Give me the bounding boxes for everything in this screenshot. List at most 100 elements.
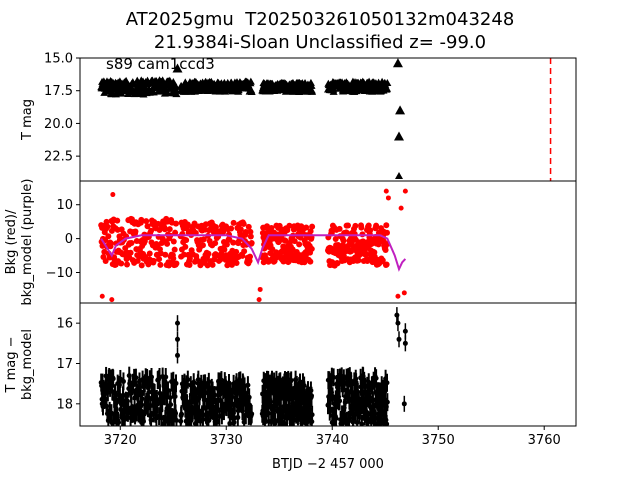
data-point <box>110 376 116 382</box>
data-point <box>233 260 240 267</box>
data-point <box>286 222 293 229</box>
y-tick-label: 22.5 <box>44 150 73 165</box>
data-point <box>128 240 135 247</box>
data-point <box>175 352 181 358</box>
data-point <box>246 77 255 85</box>
data-point <box>373 375 379 381</box>
data-point <box>173 380 179 386</box>
data-point <box>301 259 308 266</box>
data-point <box>212 392 218 398</box>
data-point <box>336 225 343 232</box>
top-panel: 15.0 17.5 20.0 22.5 T mag s89 cam1ccd3 <box>20 52 577 182</box>
y-tick-label: 17.5 <box>44 84 73 99</box>
data-point <box>200 417 206 423</box>
data-point <box>138 216 145 223</box>
data-point <box>382 247 389 254</box>
data-point <box>204 262 211 269</box>
data-point <box>179 411 185 417</box>
data-point <box>114 217 121 224</box>
data-point <box>383 229 390 236</box>
x-tick-label: 3750 <box>422 433 455 448</box>
data-point <box>223 241 230 248</box>
data-point <box>309 412 315 418</box>
data-layer <box>98 188 408 303</box>
data-point <box>209 261 216 268</box>
data-point <box>401 401 407 407</box>
data-point <box>172 394 178 400</box>
middle-panel: 10 0 −10 Bkg (red)/bkg_model (purple) <box>4 179 577 306</box>
data-point <box>183 237 190 244</box>
panel-frame <box>79 57 577 182</box>
y-axis-label-line-2: bkg_model <box>20 329 35 400</box>
y-tick-label: 16 <box>56 317 73 332</box>
data-point <box>110 192 116 198</box>
data-point <box>249 411 255 417</box>
data-point <box>102 258 109 265</box>
data-point <box>401 290 407 296</box>
data-point <box>345 222 352 229</box>
data-point <box>307 258 314 265</box>
data-point <box>308 87 317 95</box>
data-point <box>109 297 115 303</box>
data-point <box>247 233 254 240</box>
data-point <box>116 420 122 426</box>
data-point <box>138 262 145 269</box>
data-point <box>333 415 339 421</box>
data-point <box>307 81 316 89</box>
data-point <box>359 421 365 426</box>
data-point <box>150 257 157 264</box>
data-point <box>245 382 251 388</box>
data-point <box>248 240 255 247</box>
data-point <box>282 420 288 426</box>
data-point <box>161 226 168 233</box>
y-axis-label-line-1: T mag − <box>4 337 19 394</box>
data-point <box>199 242 206 249</box>
data-point <box>230 219 237 226</box>
x-axis: 3720 3730 3740 3750 3760 <box>104 426 561 448</box>
data-point <box>348 240 355 247</box>
data-point <box>175 336 181 342</box>
bkg-model-line <box>100 234 407 272</box>
data-point <box>133 375 139 381</box>
data-point <box>154 401 160 407</box>
panel-frame <box>79 302 577 427</box>
data-point <box>382 84 391 92</box>
data-point <box>384 421 390 426</box>
data-point <box>173 417 179 423</box>
data-point <box>395 105 406 115</box>
data-point <box>365 222 372 229</box>
data-point <box>228 225 235 232</box>
data-point <box>256 297 262 303</box>
data-point <box>247 253 254 260</box>
y-tick-label: 0 <box>65 232 73 247</box>
data-point <box>337 398 343 404</box>
data-layer <box>98 307 408 426</box>
data-point <box>379 257 386 264</box>
data-point <box>385 195 391 201</box>
data-point <box>331 374 337 380</box>
data-point <box>402 188 408 194</box>
data-point <box>103 218 110 225</box>
y-axis-label: T mag <box>20 99 35 141</box>
data-point <box>195 377 201 383</box>
data-point <box>288 377 294 383</box>
data-point <box>358 224 365 231</box>
x-tick-label: 3760 <box>528 433 561 448</box>
data-point <box>334 260 341 267</box>
data-point <box>170 255 177 262</box>
x-tick-label: 3720 <box>104 433 137 448</box>
data-point <box>383 188 389 194</box>
y-tick-label: −10 <box>46 266 73 281</box>
data-point <box>329 87 338 95</box>
data-point <box>134 257 141 264</box>
data-point <box>170 238 177 245</box>
data-point <box>185 377 191 383</box>
data-point <box>384 399 390 405</box>
data-point <box>172 63 183 73</box>
data-layer <box>97 58 552 181</box>
data-point <box>205 250 212 257</box>
data-point <box>118 260 125 267</box>
